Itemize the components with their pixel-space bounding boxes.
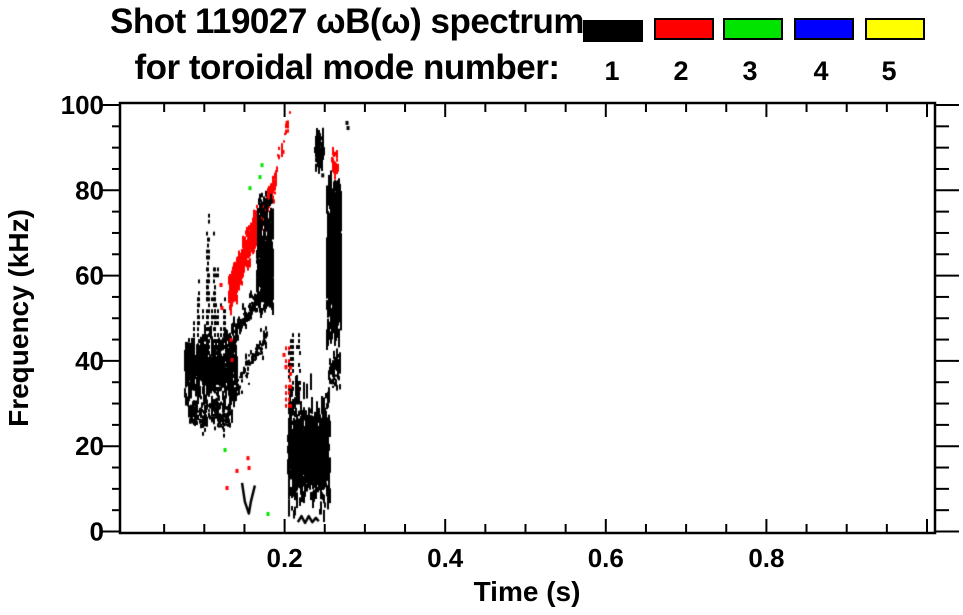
y-tick-label: 100 <box>61 90 104 120</box>
x-tick-label: 0.4 <box>427 543 464 573</box>
x-tick-label: 0.8 <box>748 543 784 573</box>
x-tick-label: 0.2 <box>267 543 303 573</box>
plot-frame <box>118 101 937 535</box>
x-tick-label: 0.6 <box>588 543 624 573</box>
y-tick-label: 0 <box>90 517 104 547</box>
y-tick-label: 60 <box>75 261 104 291</box>
y-axis-title: Frequency (kHz) <box>3 209 34 427</box>
y-tick-label: 40 <box>75 346 104 376</box>
axis-tick-labels: 0 20 40 60 80 100 0.2 0.4 0.6 0.8 <box>61 90 785 573</box>
axis-ticks <box>102 103 959 533</box>
x-axis-title: Time (s) <box>474 576 581 607</box>
y-tick-label: 80 <box>75 175 104 205</box>
y-tick-label: 20 <box>75 431 104 461</box>
